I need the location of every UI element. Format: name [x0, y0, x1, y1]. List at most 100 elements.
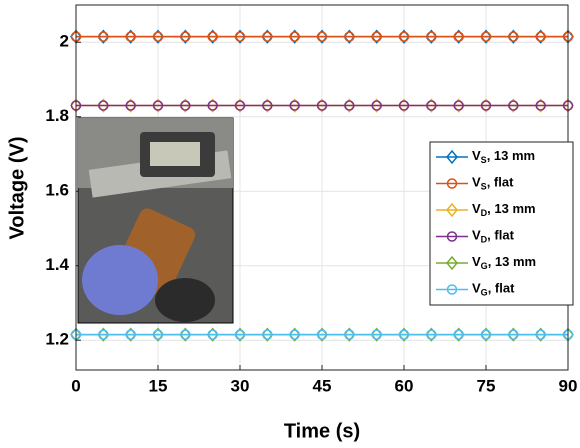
- marker: [206, 98, 219, 113]
- marker: [370, 98, 383, 113]
- marker: [370, 29, 383, 44]
- marker: [152, 100, 164, 111]
- marker: [452, 327, 465, 342]
- legend-label: VG, 13 mm: [472, 254, 536, 271]
- marker: [179, 327, 192, 342]
- marker: [426, 31, 437, 42]
- marker: [288, 327, 301, 342]
- caliper-screen: [150, 142, 200, 166]
- marker: [97, 98, 110, 113]
- marker: [452, 29, 465, 44]
- marker: [507, 98, 520, 113]
- x-tick-label: 45: [313, 376, 332, 395]
- marker: [261, 327, 274, 342]
- marker: [98, 329, 109, 340]
- marker: [262, 100, 273, 111]
- marker: [371, 31, 382, 42]
- marker: [534, 29, 547, 44]
- marker: [289, 31, 300, 42]
- marker: [344, 100, 355, 111]
- marker: [508, 100, 519, 111]
- marker: [207, 31, 218, 42]
- marker: [453, 31, 464, 42]
- marker: [152, 329, 164, 340]
- marker: [179, 98, 192, 113]
- marker: [234, 29, 246, 44]
- legend-label: VD, 13 mm: [472, 201, 536, 218]
- marker: [534, 98, 547, 113]
- marker: [446, 231, 458, 242]
- marker: [152, 29, 164, 44]
- marker: [480, 329, 492, 340]
- marker: [207, 329, 218, 340]
- y-axis-label: Voltage (V): [6, 137, 28, 240]
- marker: [125, 100, 136, 111]
- marker: [125, 329, 136, 340]
- marker: [316, 31, 328, 42]
- y-tick-label: 1.4: [45, 255, 69, 274]
- marker: [234, 329, 246, 340]
- marker: [152, 31, 164, 42]
- marker: [97, 29, 110, 44]
- device-base: [155, 278, 215, 322]
- plot-lines: [70, 29, 574, 342]
- marker: [234, 327, 246, 342]
- marker: [180, 100, 191, 111]
- marker: [234, 100, 246, 111]
- marker: [289, 329, 300, 340]
- marker: [316, 100, 328, 111]
- marker: [446, 284, 458, 295]
- marker: [343, 98, 356, 113]
- marker: [535, 31, 546, 42]
- marker: [452, 98, 465, 113]
- marker: [289, 100, 300, 111]
- marker: [507, 327, 520, 342]
- marker: [97, 327, 110, 342]
- x-tick-label: 90: [559, 376, 578, 395]
- marker: [370, 327, 383, 342]
- marker: [207, 100, 218, 111]
- marker: [262, 31, 273, 42]
- legend-box: [429, 141, 574, 306]
- marker: [316, 327, 328, 342]
- marker: [124, 327, 137, 342]
- marker: [508, 31, 519, 42]
- marker: [508, 329, 519, 340]
- marker: [398, 31, 410, 42]
- marker: [446, 202, 458, 218]
- marker: [262, 329, 273, 340]
- marker: [534, 327, 547, 342]
- marker: [535, 329, 546, 340]
- marker: [234, 98, 246, 113]
- x-axis-label: Time (s): [284, 420, 360, 442]
- marker: [343, 327, 356, 342]
- legend: VS, 13 mm VS, flat VD, 13 mm VD, flat VG, 13…: [436, 148, 536, 298]
- marker: [316, 29, 328, 44]
- y-tick-label: 1.8: [45, 106, 69, 125]
- x-tick-label: 15: [149, 376, 168, 395]
- marker: [288, 29, 301, 44]
- marker: [425, 29, 438, 44]
- marker: [316, 329, 328, 340]
- marker: [206, 29, 219, 44]
- marker: [343, 29, 356, 44]
- marker: [480, 98, 492, 113]
- marker: [480, 31, 492, 42]
- marker: [288, 98, 301, 113]
- marker: [480, 327, 492, 342]
- marker: [446, 255, 458, 271]
- glove: [82, 245, 158, 315]
- marker: [316, 98, 328, 113]
- marker: [535, 100, 546, 111]
- legend-label: VS, flat: [472, 175, 514, 192]
- legend-label: VS, 13 mm: [472, 148, 535, 165]
- y-tick-label: 1.2: [45, 330, 69, 349]
- marker: [398, 329, 410, 340]
- marker: [480, 29, 492, 44]
- marker: [124, 29, 137, 44]
- marker: [234, 31, 246, 42]
- x-tick-label: 30: [231, 376, 250, 395]
- marker: [261, 98, 274, 113]
- x-tick-label: 0: [71, 376, 80, 395]
